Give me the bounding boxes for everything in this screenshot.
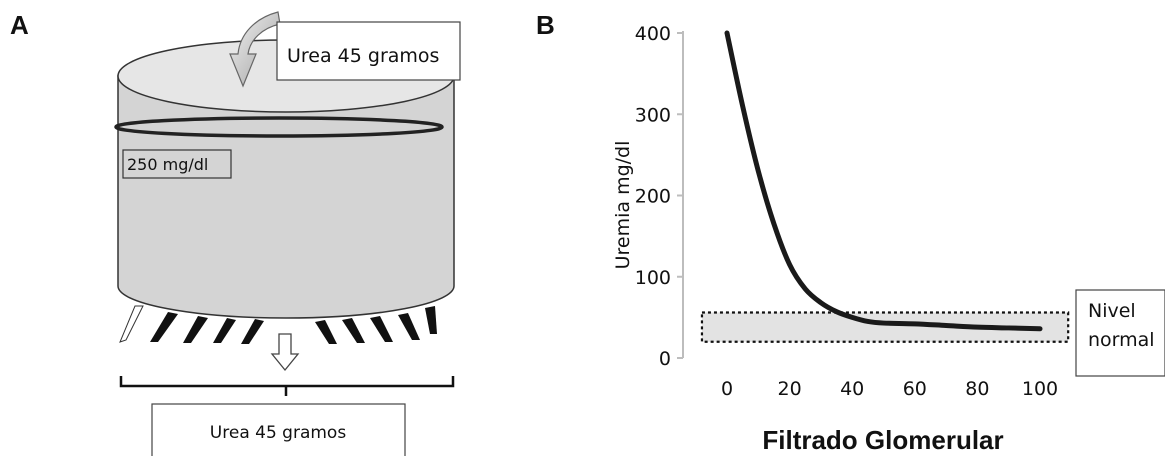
concentration-label: 250 mg/dl	[127, 155, 208, 174]
y-tick-label: 400	[635, 23, 671, 45]
inflow-label: Urea 45 gramos	[287, 45, 439, 67]
normal-label-line2: normal	[1088, 329, 1155, 351]
concentration-label-box	[122, 149, 232, 179]
outflow-label: Urea 45 gramos	[210, 423, 347, 443]
y-tick-label: 300	[635, 104, 671, 126]
panel-a-letter: A	[10, 10, 29, 40]
level-ring	[114, 116, 444, 138]
x-tick-label: 100	[1022, 378, 1058, 400]
y-axis-ticks: 0 100 200 300 400	[635, 23, 683, 370]
x-axis-ticks: 0 20 40 60 80 100	[721, 378, 1058, 400]
y-tick-label: 100	[635, 267, 671, 289]
y-tick-label: 0	[659, 348, 671, 370]
y-axis-label: Uremia mg/dl	[612, 141, 634, 270]
outflow-label-box	[151, 403, 406, 456]
panel-a-diagram: Urea 45 gramos 250 mg/dl Urea 45 gramos	[114, 11, 461, 456]
inflow-arrow	[229, 11, 281, 88]
inflow-label-box	[276, 21, 461, 81]
normal-label-box	[1075, 289, 1165, 377]
x-tick-label: 60	[903, 378, 927, 400]
panel-b-letter: B	[536, 10, 555, 40]
outflow-arrow	[270, 333, 300, 372]
uremia-curve	[724, 30, 1043, 332]
normal-label-line1: Nivel	[1088, 300, 1136, 322]
x-tick-label: 40	[840, 378, 864, 400]
x-tick-label: 0	[721, 378, 733, 400]
burner-flames	[119, 305, 437, 344]
x-tick-label: 20	[778, 378, 802, 400]
x-axis-label: Filtrado Glomerular	[762, 425, 1003, 455]
x-tick-label: 80	[965, 378, 989, 400]
y-tick-label: 200	[635, 186, 671, 208]
collection-bracket	[119, 376, 455, 396]
